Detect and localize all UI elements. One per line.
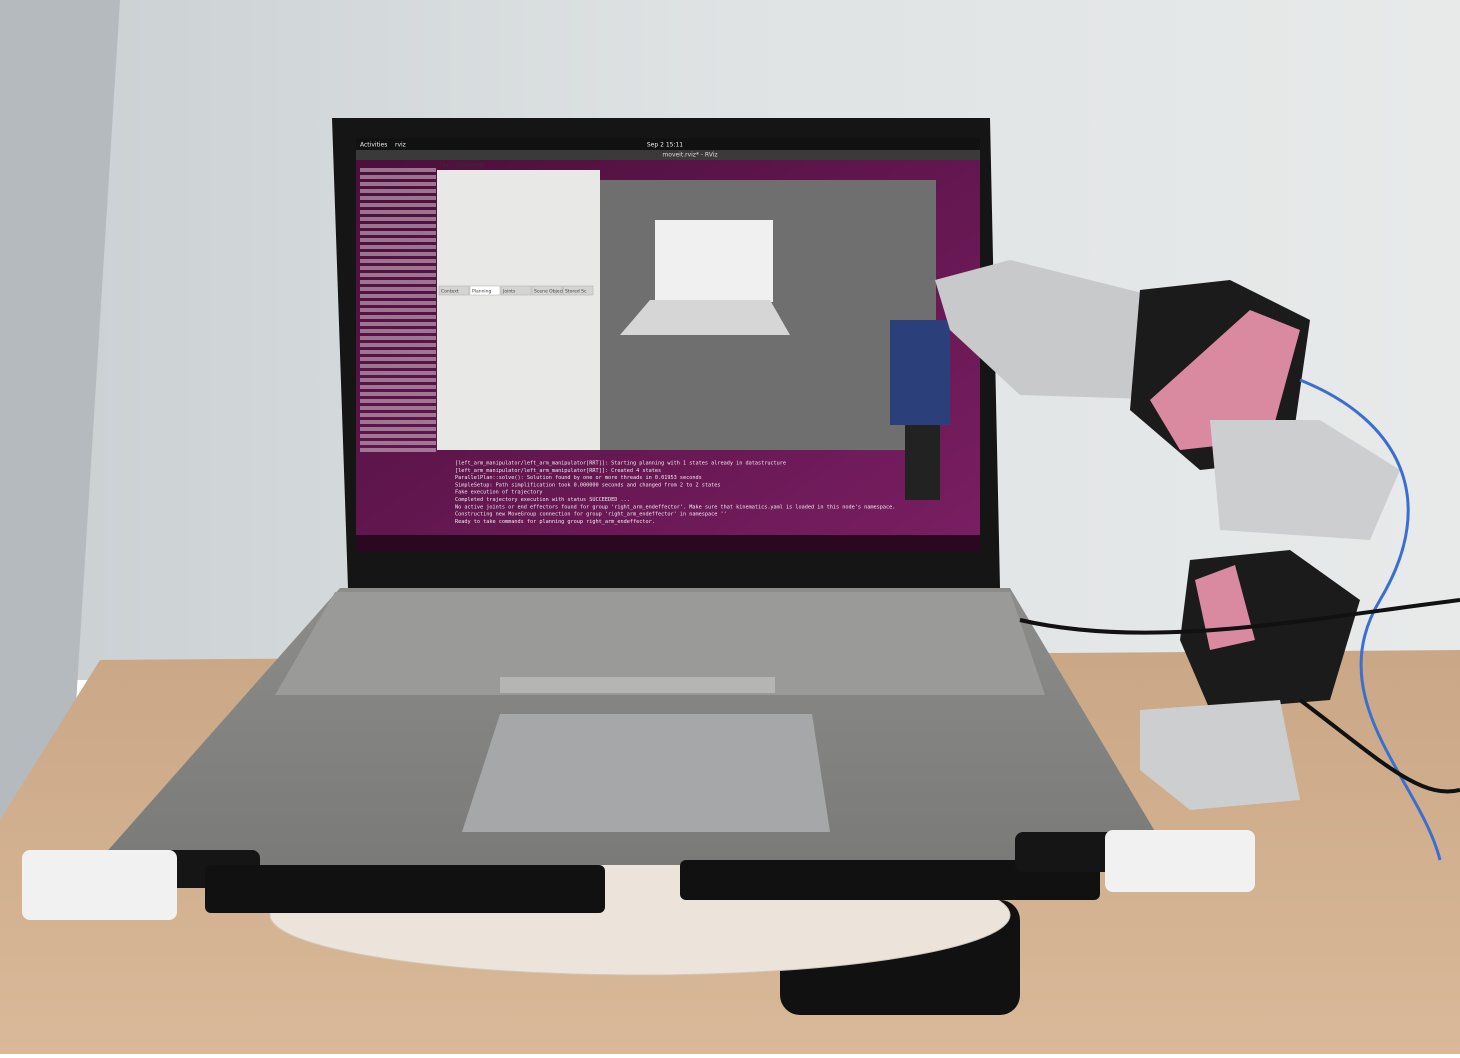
arm-base xyxy=(1140,700,1300,810)
window-titlebar xyxy=(356,150,980,160)
white-brick xyxy=(22,850,177,920)
terminal-line xyxy=(360,448,436,452)
top-bar xyxy=(356,138,980,150)
terminal-line xyxy=(360,301,436,305)
terminal-line xyxy=(360,245,436,249)
terminal-line xyxy=(360,238,436,242)
terminal-line xyxy=(360,231,436,235)
terminal xyxy=(360,168,436,452)
terminal-line xyxy=(360,182,436,186)
terminal-line xyxy=(360,210,436,214)
tab-label[interactable]: Context xyxy=(441,289,459,295)
terminal-line xyxy=(360,336,436,340)
tab[interactable] xyxy=(469,285,501,296)
terminal-line xyxy=(360,280,436,284)
spacebar xyxy=(500,677,775,693)
tab[interactable] xyxy=(500,285,532,296)
terminal-line xyxy=(360,266,436,270)
menu-item[interactable]: Panels xyxy=(456,163,472,169)
side-wall xyxy=(0,0,120,820)
gripper xyxy=(905,425,940,500)
terminal-line xyxy=(360,420,436,424)
cable xyxy=(1019,598,1460,794)
terminal-line xyxy=(360,441,436,445)
log-line: Constructing new MoveGroup connection fo… xyxy=(455,512,727,518)
terminal-line xyxy=(360,273,436,277)
app-menu[interactable]: rviz xyxy=(395,142,406,149)
log: [left_arm_manipulator/left_arm_manipulat… xyxy=(455,461,895,525)
log-line: No active joints or end effectors found … xyxy=(455,504,895,510)
terminal-line xyxy=(360,315,436,319)
terminal-line xyxy=(360,259,436,263)
tab-label[interactable]: Planning xyxy=(472,289,492,295)
rviz-tabs: Context Planning Joints Scene ObjectsStored… xyxy=(438,285,594,296)
terminal-line xyxy=(360,189,436,193)
log-line: Fake execution of trajectory xyxy=(455,490,542,496)
terminal-line xyxy=(360,224,436,228)
arm-link xyxy=(1210,420,1400,540)
terminal-line xyxy=(360,371,436,375)
solenoid xyxy=(890,320,950,425)
terminal-line xyxy=(360,343,436,347)
bracket xyxy=(205,865,605,913)
pink-tape xyxy=(1150,310,1300,450)
terminal-line xyxy=(360,364,436,368)
terminal-line xyxy=(360,217,436,221)
wire xyxy=(1299,378,1442,861)
log-line: SimpleSetup: Path simplification took 0.… xyxy=(455,482,720,488)
terminal-line xyxy=(360,378,436,382)
menu-bar: File Panels Help xyxy=(440,163,483,169)
terminal-line xyxy=(360,406,436,410)
tab[interactable] xyxy=(562,285,594,296)
activities[interactable]: Activities xyxy=(360,142,387,149)
log-line: [left_arm_manipulator/left_arm_manipulat… xyxy=(455,468,661,474)
terminal-line xyxy=(360,322,436,326)
terminal-line xyxy=(360,287,436,291)
tab[interactable] xyxy=(531,285,563,296)
arm-link xyxy=(935,260,1180,400)
tab[interactable] xyxy=(438,285,470,296)
terminal-line xyxy=(360,175,436,179)
terminal-line xyxy=(360,350,436,354)
menu-item[interactable]: File xyxy=(440,163,448,169)
terminal-line xyxy=(360,329,436,333)
terminal-line xyxy=(360,357,436,361)
window-title: moveit.rviz* - RViz xyxy=(662,152,717,159)
tab-label[interactable]: Scene Objects xyxy=(534,289,567,295)
terminal-line xyxy=(360,196,436,200)
terminal-line xyxy=(360,294,436,298)
terminal-line xyxy=(360,399,436,403)
tab-label[interactable]: Joints xyxy=(502,289,516,295)
dock xyxy=(356,535,980,552)
model-base xyxy=(620,300,790,335)
log-line: [left_arm_manipulator/left_arm_manipulat… xyxy=(455,461,786,467)
robot-arm xyxy=(890,260,1460,861)
model-screen xyxy=(655,220,773,302)
terminal-line xyxy=(360,203,436,207)
rviz-panel xyxy=(437,170,600,450)
terminal-line xyxy=(360,427,436,431)
terminal-line xyxy=(360,252,436,256)
clock[interactable]: Sep 2 15:11 xyxy=(647,142,683,149)
terminal-line xyxy=(360,413,436,417)
terminal-line xyxy=(360,308,436,312)
log-line: ParallelPlan::solve(): Solution found by… xyxy=(455,475,702,481)
log-line: Ready to take commands for planning grou… xyxy=(455,519,655,525)
keyboard xyxy=(275,592,1045,695)
tab-label[interactable]: Stored Sc xyxy=(565,289,587,295)
log-line: Completed trajectory execution with stat… xyxy=(455,497,630,503)
terminal-line xyxy=(360,392,436,396)
bracket xyxy=(680,860,1100,900)
terminal-line xyxy=(360,168,436,172)
touchpad xyxy=(462,714,830,832)
terminal-line xyxy=(360,385,436,389)
terminal-line xyxy=(360,434,436,438)
menu-item[interactable]: Help xyxy=(472,163,483,169)
white-brick xyxy=(1105,830,1255,892)
